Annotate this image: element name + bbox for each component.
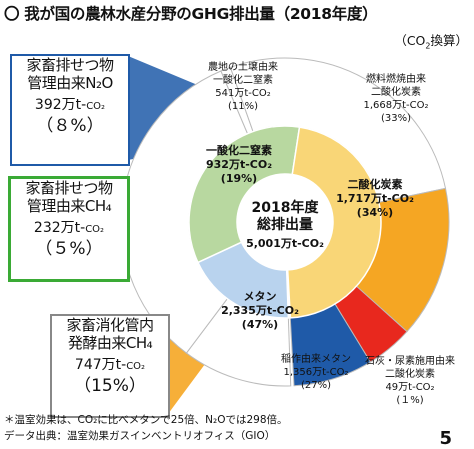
inner-label-value-0: 932万t-CO₂ [206, 158, 272, 171]
callout-enteric-line2: 発酵由来CH₄ [67, 334, 153, 353]
callout-enteric-ch4: 家畜消化管内 発酵由来CH₄ 747万t-CO₂ （15%） [50, 314, 170, 418]
inner-label-name-2: メタン [244, 290, 277, 303]
unit-label: （CO2換算） [394, 33, 468, 51]
callout-ch4-line1: 家畜排せつ物 [25, 179, 113, 197]
callout-n2o-line2: 管理由来N₂O [27, 74, 113, 93]
outer-ring [120, 57, 450, 387]
center-label-total: 総排出量 [257, 216, 313, 233]
callout-ch4-pct: （５%） [35, 238, 103, 259]
callout-n2o-unit: CO₂ [86, 100, 106, 112]
inner-label-value-2: 2,335万t-CO₂ [221, 304, 299, 317]
outer-label-lime-value: 49万t-CO₂ [385, 382, 434, 393]
callout-manure-ch4: 家畜排せつ物 管理由来CH₄ 232万t-CO₂ （５%） [8, 176, 130, 282]
chart-labels: 2018年度総排出量5,001万t-CO₂一酸化二窒素932万t-CO₂(19%… [206, 60, 455, 406]
inner-label-name-0: 一酸化二窒素 [206, 143, 272, 157]
outer-label-soil-name-0: 農地の土壌由来 [208, 60, 278, 73]
outer-label-soil-pct: (11%) [228, 101, 258, 112]
outer-label-rice-name-0: 稲作由来メタン [281, 352, 351, 365]
callout-enteric-value: 747万t- [74, 356, 127, 373]
callout-enteric-unit: CO₂ [126, 360, 146, 372]
inner-label-pct-1: (34%) [357, 206, 393, 219]
callout-n2o-pct: （８%） [36, 115, 104, 136]
inner-label-value-1: 1,717万t-CO₂ [336, 192, 414, 205]
center-label-value: 5,001万t-CO₂ [246, 237, 324, 250]
inner-label-pct-0: (19%) [221, 172, 257, 185]
inner-label-name-1: 二酸化炭素 [348, 177, 403, 191]
footnote-gwp: ＊温室効果は、CO₂に比べメタンで25倍、N₂Oでは298倍。 [4, 414, 288, 426]
callout-n2o-line1: 家畜排せつ物 [26, 56, 114, 74]
outer-label-lime-name-0: 石灰・尿素施用由来 [365, 354, 455, 367]
callout-ch4-value: 232万t- [33, 219, 86, 236]
page-number: 5 [439, 428, 452, 449]
outer-label-fuel-pct: (33%) [381, 113, 411, 124]
callout-ch4-line2: 管理由来CH₄ [26, 197, 112, 216]
callout-manure-n2o: 家畜排せつ物 管理由来N₂O 392万t-CO₂ （８%） [10, 54, 130, 166]
callout-ch4-unit: CO₂ [85, 223, 105, 235]
outer-label-fuel-name-1: 二酸化炭素 [371, 85, 421, 98]
inner-label-pct-2: (47%) [242, 318, 278, 331]
outer-label-soil-name-1: 一酸化二窒素 [213, 73, 273, 86]
page-title: 〇 我が国の農林水産分野のGHG排出量（2018年度） [4, 5, 378, 23]
outer-label-fuel-value: 1,668万t-CO₂ [363, 100, 428, 111]
callout-enteric-line1: 家畜消化管内 [66, 316, 154, 334]
callout-n2o-value: 392万t- [34, 96, 87, 113]
outer-label-soil-value: 541万t-CO₂ [215, 88, 270, 99]
outer-label-rice-value: 1,356万t-CO₂ [283, 367, 348, 378]
inner-ring [188, 125, 382, 319]
outer-label-lime-name-1: 二酸化炭素 [385, 367, 435, 380]
footnote-source: データ出典：温室効果ガスインベントリオフィス（GIO） [4, 430, 276, 442]
outer-label-lime-pct: (１%) [396, 395, 423, 406]
outer-label-rice-pct: (27%) [301, 380, 331, 391]
center-label-year: 2018年度 [252, 199, 320, 216]
callout-enteric-pct: （15%） [74, 375, 146, 396]
outer-label-fuel-name-0: 燃料燃焼由来 [366, 72, 426, 85]
donut-hole [237, 174, 333, 270]
